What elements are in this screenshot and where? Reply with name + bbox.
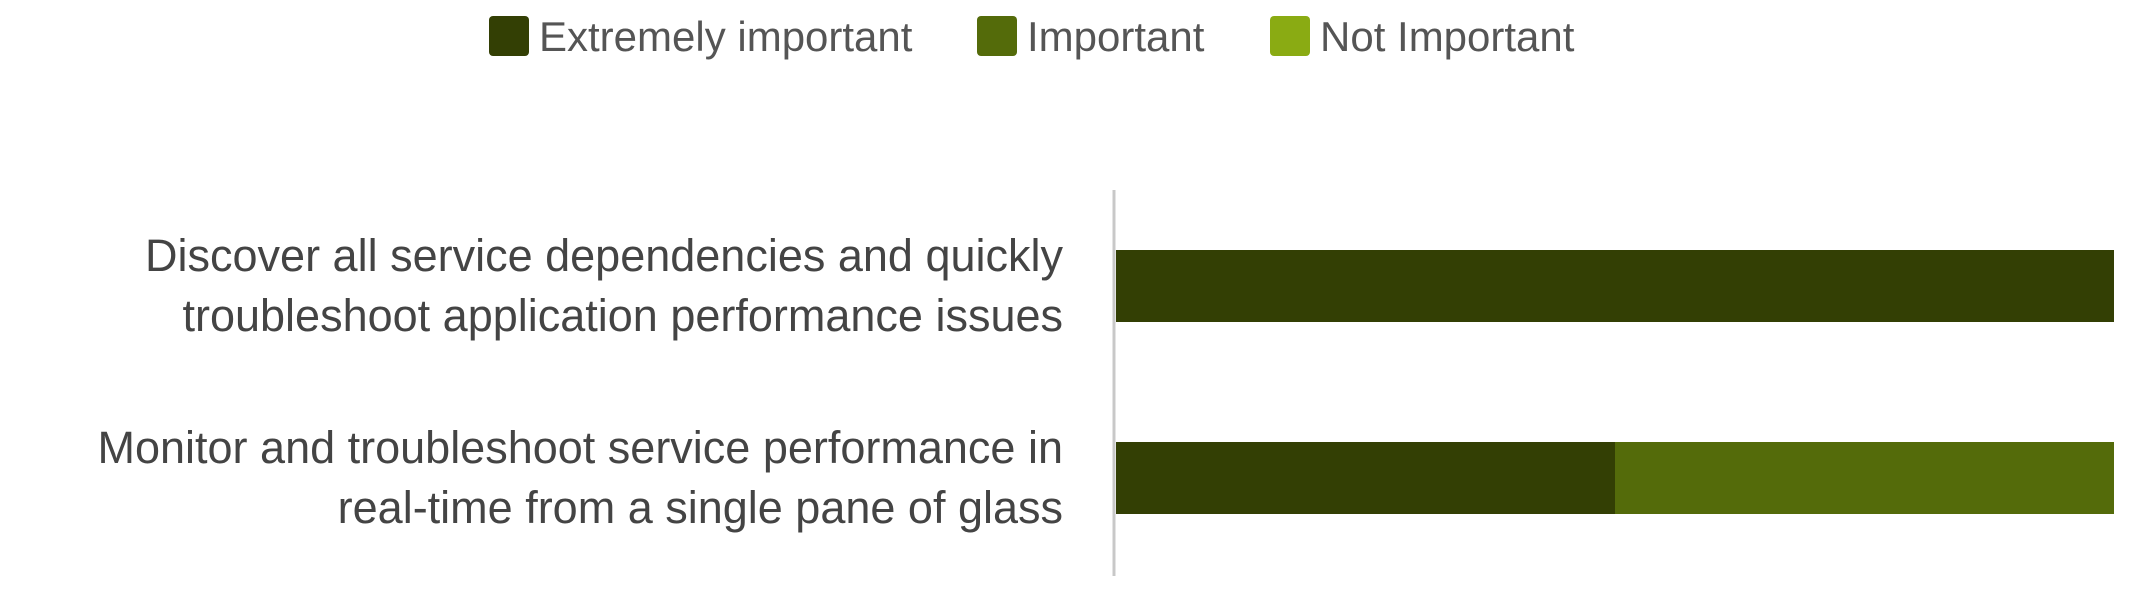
legend-swatch — [977, 16, 1017, 56]
bar-segment — [1116, 442, 1615, 514]
category-label: Monitor and troubleshoot service perform… — [97, 422, 1063, 533]
category-label: Discover all service dependencies and qu… — [145, 230, 1063, 341]
legend-label: Not Important — [1320, 13, 1575, 60]
bar-segment — [1116, 250, 2114, 322]
legend-label: Extremely important — [539, 13, 913, 60]
legend-label: Important — [1027, 13, 1205, 60]
legend-swatch — [489, 16, 529, 56]
legend-swatch — [1270, 16, 1310, 56]
bar-segment — [1615, 442, 2114, 514]
